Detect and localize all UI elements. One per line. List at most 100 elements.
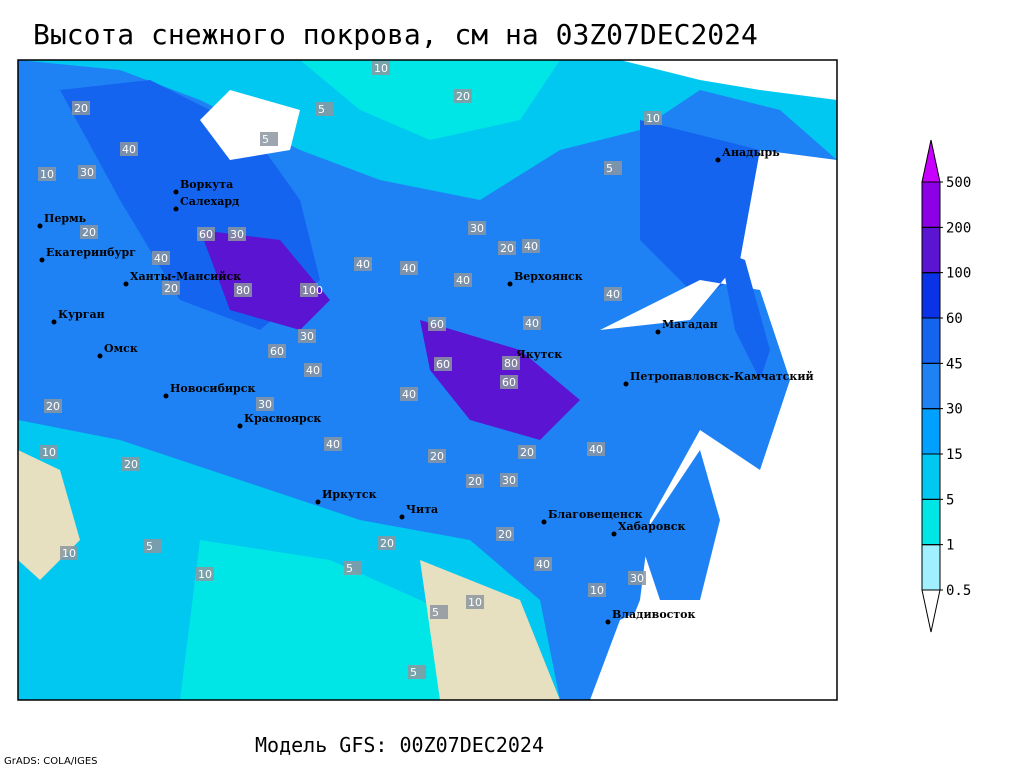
city-label: Петропавловск-Камчатский (630, 370, 814, 383)
colorbar-bin (921, 362, 941, 410)
city-label: Красноярск (244, 412, 321, 425)
contour-label-box (324, 437, 342, 451)
colorbar-bin (921, 498, 941, 546)
contour-label-box (372, 61, 390, 75)
contour-label: 20 (498, 528, 512, 541)
colorbar-label: 1 (946, 538, 954, 554)
contour-label: 5 (410, 666, 417, 679)
colorbar-bin (921, 589, 941, 633)
model-label: Модель GFS: 00Z07DEC2024 (255, 733, 544, 757)
contour-label-box (500, 375, 518, 389)
contour-label: 100 (302, 284, 323, 297)
contour-label-box (162, 281, 180, 295)
contour-label-box (454, 89, 472, 103)
contour-label-box (588, 583, 606, 597)
city-marker (173, 189, 179, 195)
contour-label: 40 (356, 258, 370, 271)
city-marker (399, 514, 405, 520)
contour-label: 20 (46, 400, 60, 413)
contour-label-box (38, 167, 56, 181)
contour-label-box (197, 227, 215, 241)
city-marker (715, 157, 721, 163)
city-label: Хабаровск (618, 520, 685, 533)
contour-label: 20 (456, 90, 470, 103)
title: Высота снежного покрова, см на 03Z07DEC2… (33, 18, 758, 51)
contour-label: 40 (154, 252, 168, 265)
city-label: Екатеринбург (46, 246, 136, 259)
contour-label: 20 (164, 282, 178, 295)
contour-label-box (604, 161, 622, 175)
contour-label-box (430, 605, 448, 619)
contour-label: 10 (590, 584, 604, 597)
contour-label-box (534, 557, 552, 571)
contour-label: 60 (430, 318, 444, 331)
contour-label-box (122, 457, 140, 471)
contour-label: 20 (520, 446, 534, 459)
contour-label: 10 (42, 446, 56, 459)
contour-label-box (466, 474, 484, 488)
city-marker (541, 519, 547, 525)
contour-label-box (604, 287, 622, 301)
contour-label: 20 (74, 102, 88, 115)
city-label: Омск (104, 342, 138, 355)
contour-label-box (378, 536, 396, 550)
city-marker (97, 353, 103, 359)
contour-label: 30 (502, 474, 516, 487)
contour-label-box (304, 363, 322, 377)
city-marker (173, 206, 179, 212)
contour-label: 40 (606, 288, 620, 301)
contour-label-box (120, 142, 138, 156)
contour-label: 30 (230, 228, 244, 241)
contour-label: 5 (432, 606, 439, 619)
colorbar-bin (921, 226, 941, 274)
contour-label-box (300, 283, 318, 297)
contour-label-box (496, 527, 514, 541)
contour-label: 80 (236, 284, 250, 297)
contour-label: 30 (300, 330, 314, 343)
city-marker (507, 281, 513, 287)
city-marker (37, 223, 43, 229)
contour-label-box (268, 344, 286, 358)
colorbar-bin (921, 453, 941, 500)
colorbar-bin (921, 139, 941, 183)
contour-label: 5 (346, 562, 353, 575)
contour-label-box (644, 111, 662, 125)
contour-label-box (196, 567, 214, 581)
city-marker (237, 423, 243, 429)
contour-label: 5 (606, 162, 613, 175)
contour-label: 20 (468, 475, 482, 488)
contour-label: 40 (402, 262, 416, 275)
colorbar-label: 200 (946, 220, 971, 236)
contour-label: 30 (630, 572, 644, 585)
colorbar-bin (921, 317, 941, 364)
contour-label-box (400, 387, 418, 401)
colorbar-bin (921, 408, 941, 455)
contour-label-box (72, 101, 90, 115)
contour-label-box (152, 251, 170, 265)
city-marker (51, 319, 57, 325)
city-marker (611, 531, 617, 537)
contour-label: 40 (122, 143, 136, 156)
contour-label-box (428, 317, 446, 331)
contour-label-box (400, 261, 418, 275)
contour-label: 40 (306, 364, 320, 377)
contour-label: 40 (402, 388, 416, 401)
contour-label-box (298, 329, 316, 343)
city-marker (655, 329, 661, 335)
contour-label: 20 (500, 242, 514, 255)
city-label: Ханты-Мансийск (130, 270, 241, 283)
contour-label: 10 (468, 596, 482, 609)
city-marker (623, 381, 629, 387)
contour-label: 80 (504, 357, 518, 370)
contour-label-box (344, 561, 362, 575)
city-label: Магадан (662, 318, 718, 331)
contour-label-box (316, 102, 334, 116)
contour-label: 10 (40, 168, 54, 181)
contour-label-box (502, 356, 520, 370)
city-label: Салехард (180, 195, 239, 208)
contour-label: 10 (646, 112, 660, 125)
contour-label: 10 (374, 62, 388, 75)
contour-label: 5 (262, 133, 269, 146)
